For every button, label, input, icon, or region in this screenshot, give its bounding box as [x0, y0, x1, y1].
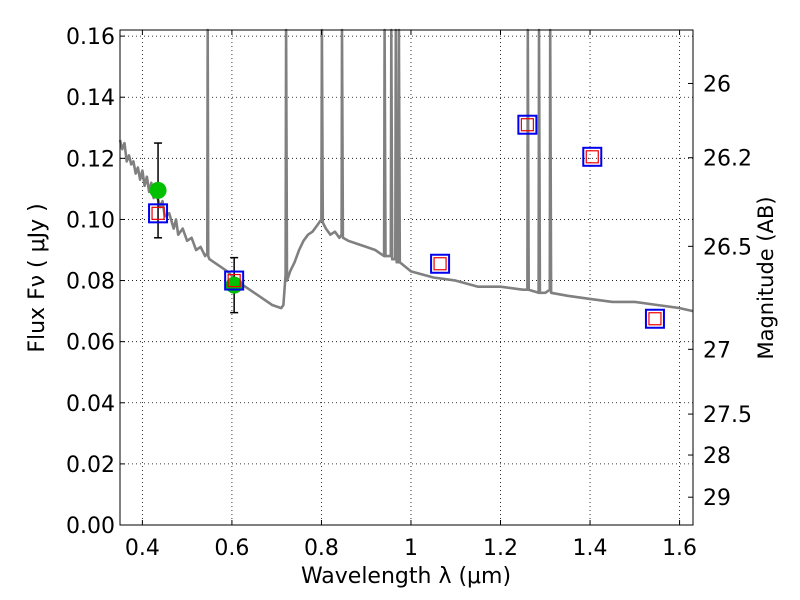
- y-axis-right-label: Magnitude (AB): [754, 196, 778, 359]
- y-tick-label: 0.16: [66, 25, 115, 50]
- model-point-inner: [585, 150, 599, 164]
- right-tick-label: 26.5: [703, 235, 752, 260]
- model-point-inner: [648, 312, 662, 326]
- y-tick-label: 0.04: [66, 392, 115, 417]
- grid: [120, 30, 693, 526]
- x-tick-label: 1.6: [662, 536, 697, 561]
- y-tick-label: 0.08: [66, 270, 115, 295]
- x-tick-label: 1: [404, 536, 418, 561]
- y-axis-right: 26 26.2 26.5 27 27.5 28 29: [688, 72, 752, 511]
- y-tick-label: 0.14: [66, 86, 115, 111]
- right-tick-label: 27: [703, 338, 731, 363]
- model-point: [582, 146, 603, 167]
- right-tick-label: 26: [703, 72, 731, 97]
- y-tick-label: 0.00: [66, 514, 115, 539]
- plot-background: [120, 30, 693, 525]
- x-tick-label: 1.2: [483, 536, 518, 561]
- y-axis-label: Flux Fν ( μJy ): [25, 203, 50, 352]
- model-point-inner: [151, 206, 165, 220]
- y-tick-label: 0.02: [66, 453, 115, 478]
- y-axis-left: 0.00 0.02 0.04 0.06 0.08 0.10 0.12 0.14 0.16: [66, 25, 125, 539]
- plot-frame: [119, 29, 694, 526]
- model-point: [517, 114, 538, 135]
- x-tick-label: 0.6: [214, 536, 249, 561]
- y-tick-label: 0.12: [66, 147, 115, 172]
- model-points-layer: [148, 114, 665, 329]
- model-point: [430, 253, 451, 274]
- x-tick-label: 0.4: [125, 536, 160, 561]
- x-axis: 0.4 0.6 0.8 1 1.2 1.4 1.6: [125, 30, 697, 561]
- x-tick-label: 1.4: [573, 536, 608, 561]
- model-point-inner: [520, 118, 534, 132]
- right-tick-label: 28: [703, 444, 731, 469]
- y-tick-label: 0.06: [66, 331, 115, 356]
- right-tick-label: 26.2: [703, 147, 752, 172]
- model-point: [224, 270, 245, 291]
- observed-point: [149, 181, 167, 199]
- model-point: [644, 308, 665, 329]
- right-tick-label: 29: [703, 486, 731, 511]
- model-point: [148, 203, 169, 224]
- model-point-inner: [433, 257, 447, 271]
- x-tick-label: 0.8: [304, 536, 339, 561]
- model-point-inner: [227, 273, 241, 288]
- right-tick-label: 27.5: [703, 403, 752, 428]
- x-axis-label: Wavelength λ (μm): [301, 564, 511, 589]
- y-tick-label: 0.10: [66, 208, 115, 233]
